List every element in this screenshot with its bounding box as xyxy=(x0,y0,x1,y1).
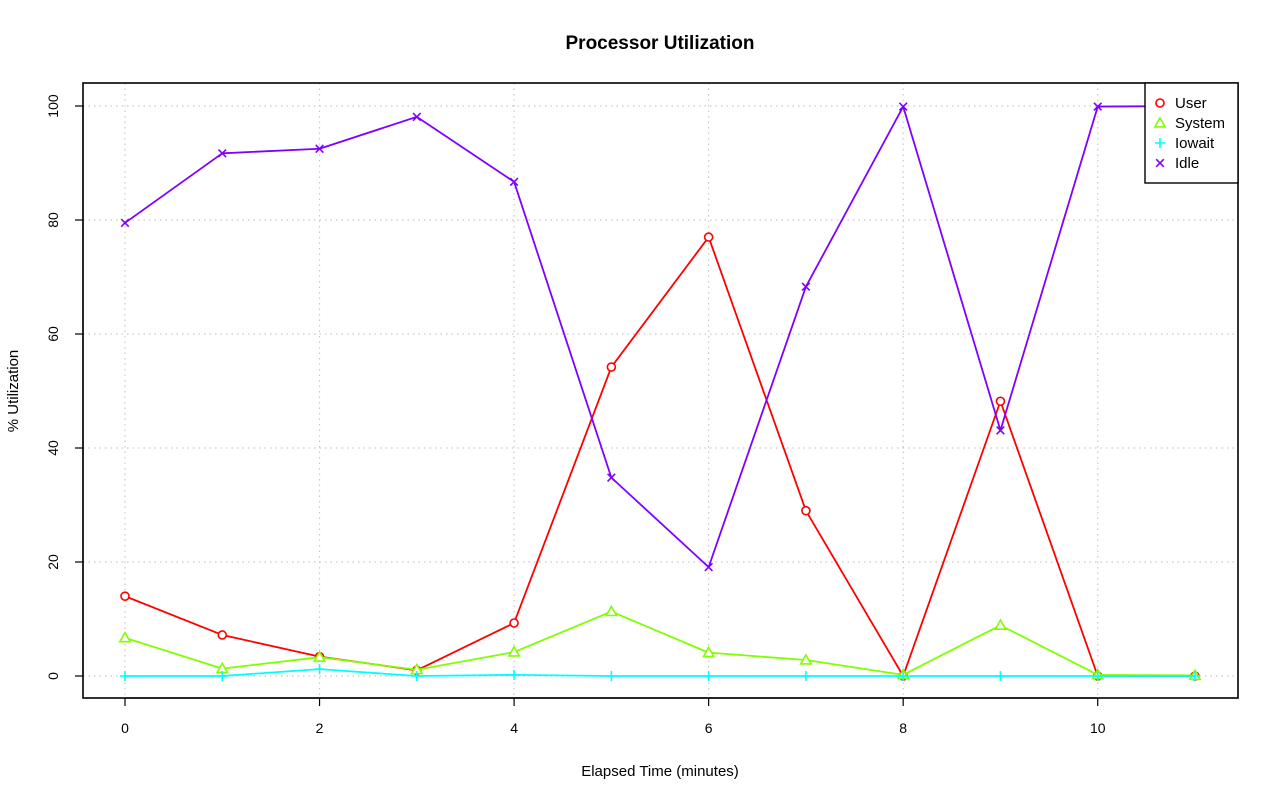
series-iowait-point xyxy=(1190,671,1200,681)
legend-marker-idle xyxy=(1155,158,1165,168)
legend-label-system: System xyxy=(1175,115,1225,132)
series-layer xyxy=(118,101,1202,681)
series-idle-line xyxy=(124,105,1196,569)
series-user-point xyxy=(801,505,811,516)
series-iowait-point xyxy=(217,671,228,681)
series-iowait-point xyxy=(120,671,130,681)
series-user-point xyxy=(995,396,1006,407)
y-tick-label: 20 xyxy=(45,554,61,570)
series-iowait-point xyxy=(1092,671,1103,681)
y-tick-label: 60 xyxy=(45,326,61,342)
series-iowait-point xyxy=(509,669,520,680)
x-axis: 0 2 4 6 8 10 xyxy=(121,697,1106,736)
series-idle-point xyxy=(996,425,1005,435)
series-idle xyxy=(120,101,1200,572)
series-idle-point xyxy=(509,177,519,187)
series-idle-point xyxy=(606,473,616,483)
series-user-point xyxy=(703,232,714,242)
chart-title: Processor Utilization xyxy=(566,33,755,54)
legend-marker-iowait xyxy=(1155,138,1165,148)
series-system-point xyxy=(993,618,1008,630)
series-idle-point xyxy=(704,562,714,572)
x-tick-label: 8 xyxy=(899,720,907,736)
series-iowait-point xyxy=(800,671,811,681)
series-user xyxy=(120,232,1200,681)
series-system-point xyxy=(118,630,132,643)
y-tick-label: 100 xyxy=(45,94,61,118)
series-system-point xyxy=(604,604,618,617)
legend-marker-system xyxy=(1153,116,1167,128)
series-idle-point xyxy=(898,102,908,111)
y-axis-label: % Utilization xyxy=(5,350,22,433)
legend-marker-user xyxy=(1155,98,1165,108)
series-idle-point xyxy=(217,148,227,158)
grid xyxy=(83,83,1238,698)
x-tick-label: 0 xyxy=(121,720,129,736)
legend-item-idle: Idle xyxy=(1155,155,1199,172)
series-iowait-point xyxy=(606,671,617,681)
x-tick-label: 6 xyxy=(705,720,713,736)
series-idle-point xyxy=(412,112,422,122)
series-iowait-point xyxy=(703,671,714,681)
series-iowait-line xyxy=(125,668,1195,677)
y-tick-label: 0 xyxy=(45,672,61,680)
series-user-point xyxy=(120,591,130,602)
legend-item-iowait: Iowait xyxy=(1155,135,1215,152)
series-system-point xyxy=(799,653,813,665)
series-user-point xyxy=(606,362,617,372)
series-iowait-point xyxy=(995,671,1006,681)
series-user-point xyxy=(217,630,228,640)
series-iowait-point xyxy=(314,664,325,675)
legend: User System Iowait Idle xyxy=(1144,82,1239,184)
series-system-point xyxy=(702,645,716,658)
legend-item-user: User xyxy=(1155,95,1207,112)
series-idle-point xyxy=(120,218,130,228)
series-idle-point xyxy=(801,282,811,292)
series-idle-point xyxy=(1093,102,1103,111)
x-axis-label: Elapsed Time (minutes) xyxy=(581,763,739,780)
series-idle-point xyxy=(315,144,324,154)
series-iowait-point xyxy=(411,671,422,681)
legend-label-iowait: Iowait xyxy=(1175,135,1215,152)
series-system xyxy=(118,604,1202,681)
y-tick-label: 40 xyxy=(45,440,61,456)
series-system-point xyxy=(507,645,521,657)
plot-frame xyxy=(82,82,1239,699)
legend-item-system: System xyxy=(1153,115,1225,132)
x-tick-label: 2 xyxy=(316,720,324,736)
series-iowait-point xyxy=(898,671,909,681)
y-axis: 0 20 40 60 80 100 xyxy=(45,94,84,680)
y-tick-label: 80 xyxy=(45,212,61,228)
legend-label-user: User xyxy=(1175,95,1207,112)
series-user-line xyxy=(124,236,1195,677)
series-system-line xyxy=(124,610,1196,677)
x-tick-label: 10 xyxy=(1090,720,1106,736)
series-iowait xyxy=(120,664,1200,681)
legend-label-idle: Idle xyxy=(1175,155,1199,172)
x-tick-label: 4 xyxy=(510,720,518,736)
series-user-point xyxy=(509,618,519,628)
series-system-point xyxy=(312,650,327,662)
